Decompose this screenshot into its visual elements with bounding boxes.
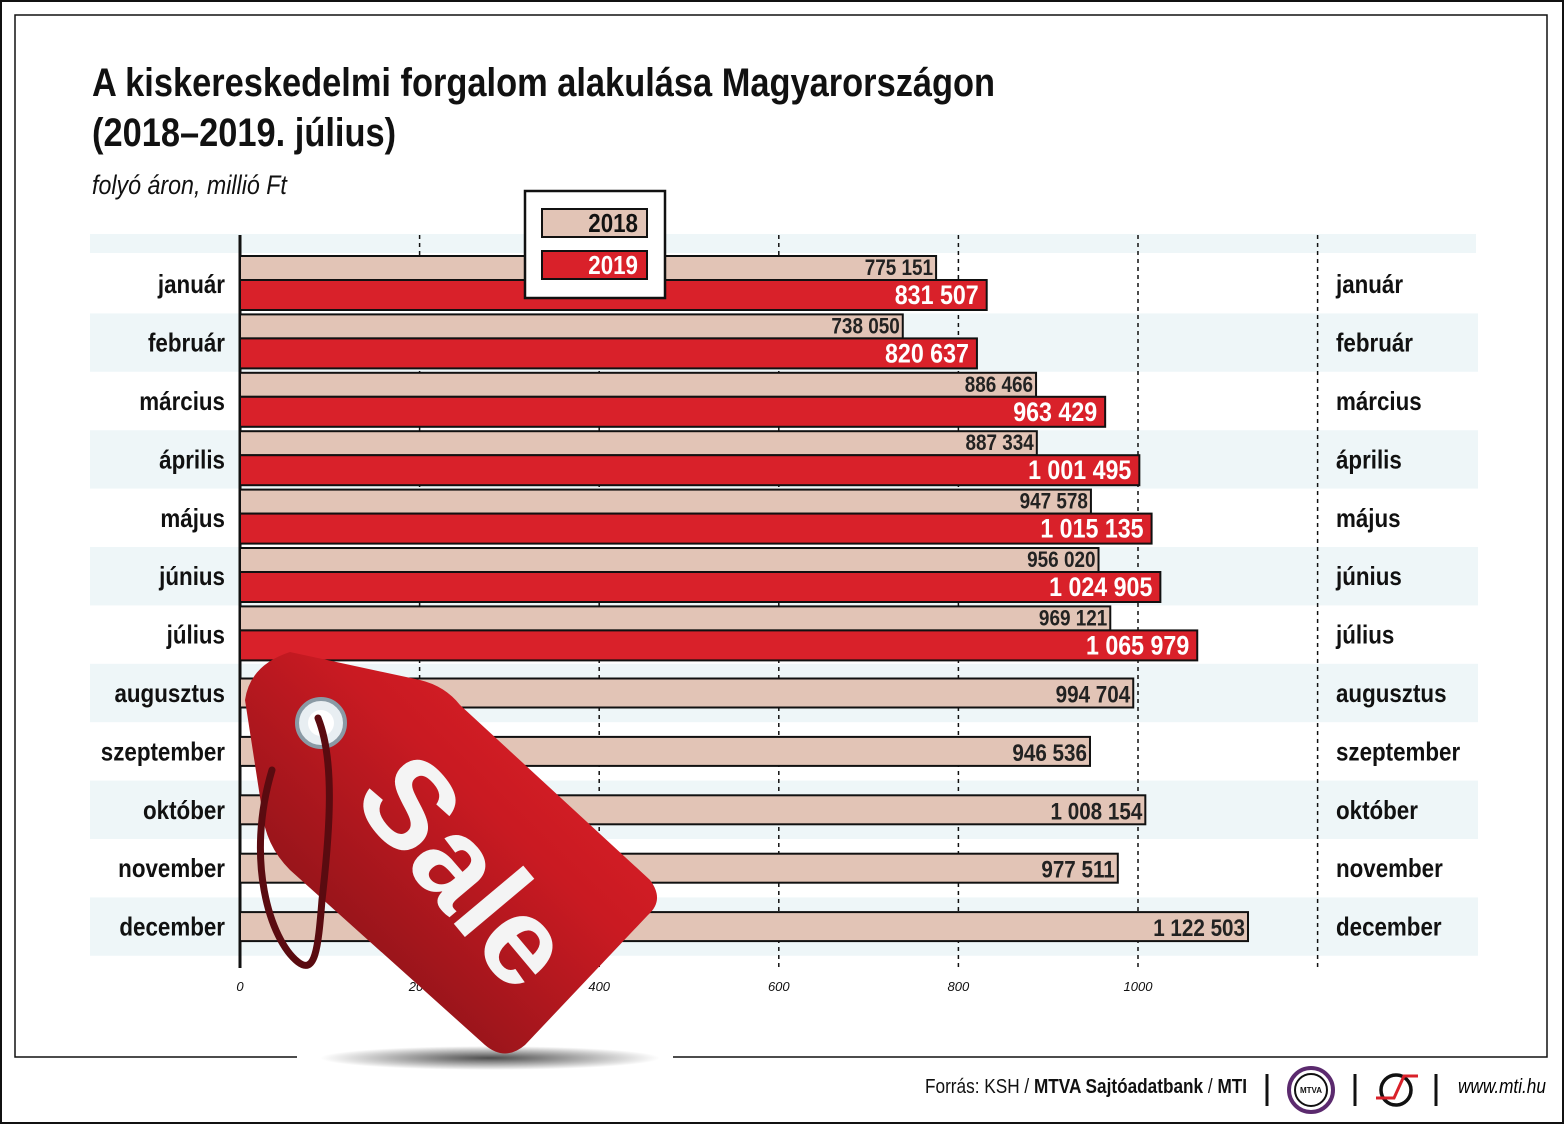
chart-title: A kiskereskedelmi forgalom alakulása Mag… [92, 58, 995, 158]
value-label-2018: 738 050 [831, 314, 899, 339]
value-label-2018: 994 704 [1056, 681, 1131, 708]
month-label-right: január [1335, 271, 1404, 300]
bar-2018 [239, 313, 904, 340]
mti-logo-mark [1376, 1074, 1418, 1100]
month-label-right: április [1336, 446, 1402, 475]
month-label-right: szeptember [1336, 738, 1461, 767]
mti-logo-ring [1379, 1073, 1413, 1107]
tag-shadow [320, 1046, 660, 1070]
legend-box [523, 189, 667, 300]
value-label-2018: 886 466 [965, 372, 1033, 397]
month-label-left: január [157, 271, 226, 300]
value-label-2018: 956 020 [1027, 548, 1095, 573]
source-mti: MTI [1217, 1076, 1248, 1098]
month-label-left: július [166, 621, 225, 650]
value-label-2018: 1 122 503 [1153, 915, 1245, 942]
month-label-right: június [1335, 563, 1402, 592]
month-label-right: október [1336, 796, 1418, 825]
value-label-2018: 775 151 [865, 256, 933, 281]
value-label-2018: 969 121 [1039, 606, 1107, 631]
inner-frame [14, 14, 1548, 1058]
bar-2018 [239, 371, 1038, 398]
source-prefix: Forrás: KSH / [925, 1076, 1034, 1098]
value-label-2019: 1 024 905 [1049, 572, 1152, 602]
bar-2019 [239, 571, 1162, 603]
value-label-2019: 831 507 [895, 280, 979, 310]
x-tick-label: 600 [768, 979, 790, 994]
legend-swatch-2019 [541, 250, 648, 280]
month-label-left: október [143, 796, 225, 825]
band [90, 234, 1476, 253]
legend: 2018 2019 [523, 189, 667, 300]
value-label-2018: 887 334 [965, 431, 1034, 456]
bar-2018 [239, 430, 1038, 457]
month-label-right: július [1335, 621, 1394, 650]
x-tick-label: 800 [948, 979, 970, 994]
source-credit: Forrás: KSH / MTVA Sajtóadatbank / MTI [925, 1076, 1247, 1099]
legend-label-2019: 2019 [588, 251, 638, 280]
bar-2018 [239, 547, 1100, 573]
x-tick-label: 1000 [1124, 979, 1154, 994]
month-label-right: augusztus [1336, 679, 1447, 708]
bar-2019 [239, 512, 1153, 545]
x-tick-label: 400 [588, 979, 610, 994]
value-label-2018: 977 511 [1041, 856, 1114, 883]
mtva-logo-text: MTVA [1300, 1086, 1322, 1095]
value-label-2018: 946 536 [1012, 739, 1087, 766]
value-label-2019: 1 015 135 [1040, 514, 1143, 544]
month-label-right: március [1336, 387, 1422, 416]
month-label-left: március [139, 387, 225, 416]
month-label-left: május [160, 504, 225, 533]
month-label-right: december [1336, 913, 1442, 942]
value-label-2018: 947 578 [1020, 489, 1088, 514]
month-label-left: november [118, 855, 225, 884]
bar-2018 [239, 605, 1112, 632]
month-label-left: december [119, 913, 225, 942]
value-label-2019: 820 637 [885, 339, 969, 369]
tag-body [245, 652, 658, 1054]
source-bank: MTVA Sajtóadatbank [1033, 1076, 1204, 1098]
month-label-right: május [1336, 504, 1401, 533]
title-line-1: A kiskereskedelmi forgalom alakulása Mag… [92, 61, 996, 105]
tag-string [257, 714, 333, 969]
month-label-left: április [159, 446, 225, 475]
mtva-logo-ring [1287, 1066, 1335, 1114]
bar-2018 [239, 488, 1092, 515]
month-label-left: június [158, 563, 225, 592]
value-label-2019: 1 065 979 [1086, 631, 1189, 661]
legend-swatch-2018 [541, 208, 648, 238]
value-label-2018: 1 008 154 [1051, 798, 1143, 825]
month-label-right: február [1336, 329, 1414, 358]
chart-subtitle: folyó áron, millió Ft [92, 170, 287, 200]
bar-2019 [239, 629, 1199, 662]
footer-logos: MTVA [1265, 1066, 1438, 1114]
month-label-right: november [1336, 855, 1443, 884]
value-label-2019: 1 001 495 [1028, 456, 1131, 486]
source-sep: / [1203, 1076, 1218, 1098]
bar-2019 [239, 337, 978, 370]
month-label-left: augusztus [114, 679, 225, 708]
website-link[interactable]: www.mti.hu [1458, 1076, 1546, 1098]
title-line-2: (2018–2019. július) [92, 111, 397, 155]
bar-2019 [239, 454, 1141, 487]
mtva-logo-inner [1294, 1073, 1328, 1107]
legend-label-2018: 2018 [588, 209, 638, 238]
bar-2019 [239, 395, 1107, 428]
value-label-2019: 963 429 [1013, 397, 1097, 427]
month-label-left: szeptember [101, 738, 226, 767]
x-tick-label: 0 [236, 979, 244, 994]
month-label-left: február [148, 329, 226, 358]
